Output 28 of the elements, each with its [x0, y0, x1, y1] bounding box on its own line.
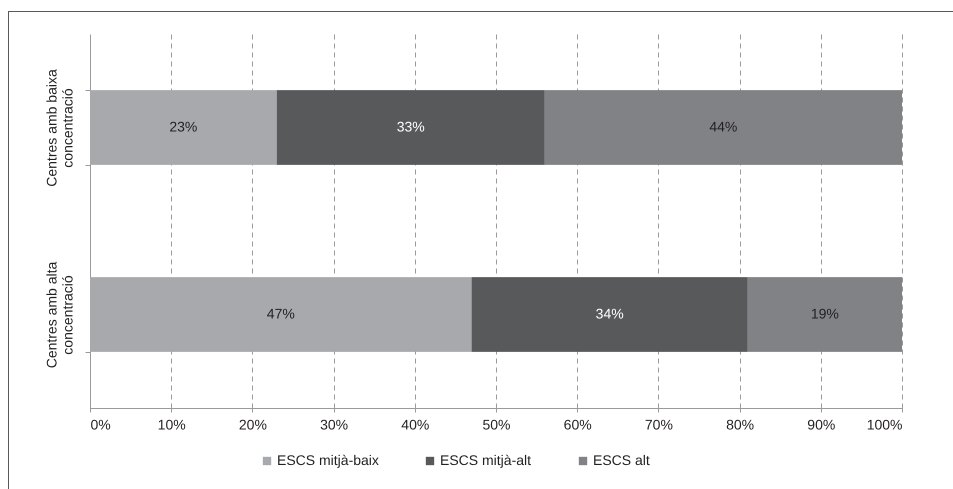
x-tick-label: 30%	[320, 416, 348, 432]
x-tick-label: 10%	[158, 416, 186, 432]
x-tick-label: 0%	[90, 416, 111, 432]
x-tick-label: 60%	[564, 416, 592, 432]
data-label: 34%	[596, 306, 624, 322]
bar	[276, 90, 545, 165]
x-tick-label: 70%	[644, 416, 673, 432]
x-tick-label: 40%	[401, 416, 430, 432]
x-tick-label: 50%	[482, 416, 511, 432]
bar	[748, 277, 902, 352]
data-label: 47%	[266, 306, 295, 322]
bar	[544, 90, 902, 165]
data-label: 33%	[396, 118, 425, 134]
x-tick-label: 90%	[807, 416, 836, 432]
y-tick-label: Centres amb baixa concentració	[44, 69, 76, 187]
y-tick-label: Centres amb alta concentració	[44, 261, 76, 368]
x-tick-label: 20%	[238, 416, 267, 432]
x-tick-label: 100%	[866, 416, 902, 432]
data-label: 44%	[709, 118, 738, 134]
bar	[90, 90, 277, 165]
bar	[472, 277, 748, 352]
data-label: 19%	[810, 306, 839, 322]
legend-label: ESCS alt	[593, 452, 650, 468]
data-label: 23%	[169, 118, 198, 134]
legend-label: ESCS mitjà-baix	[277, 452, 379, 468]
bar	[90, 277, 472, 352]
legend-label: ESCS mitjà-alt	[440, 452, 532, 468]
x-tick-label: 80%	[726, 416, 754, 432]
